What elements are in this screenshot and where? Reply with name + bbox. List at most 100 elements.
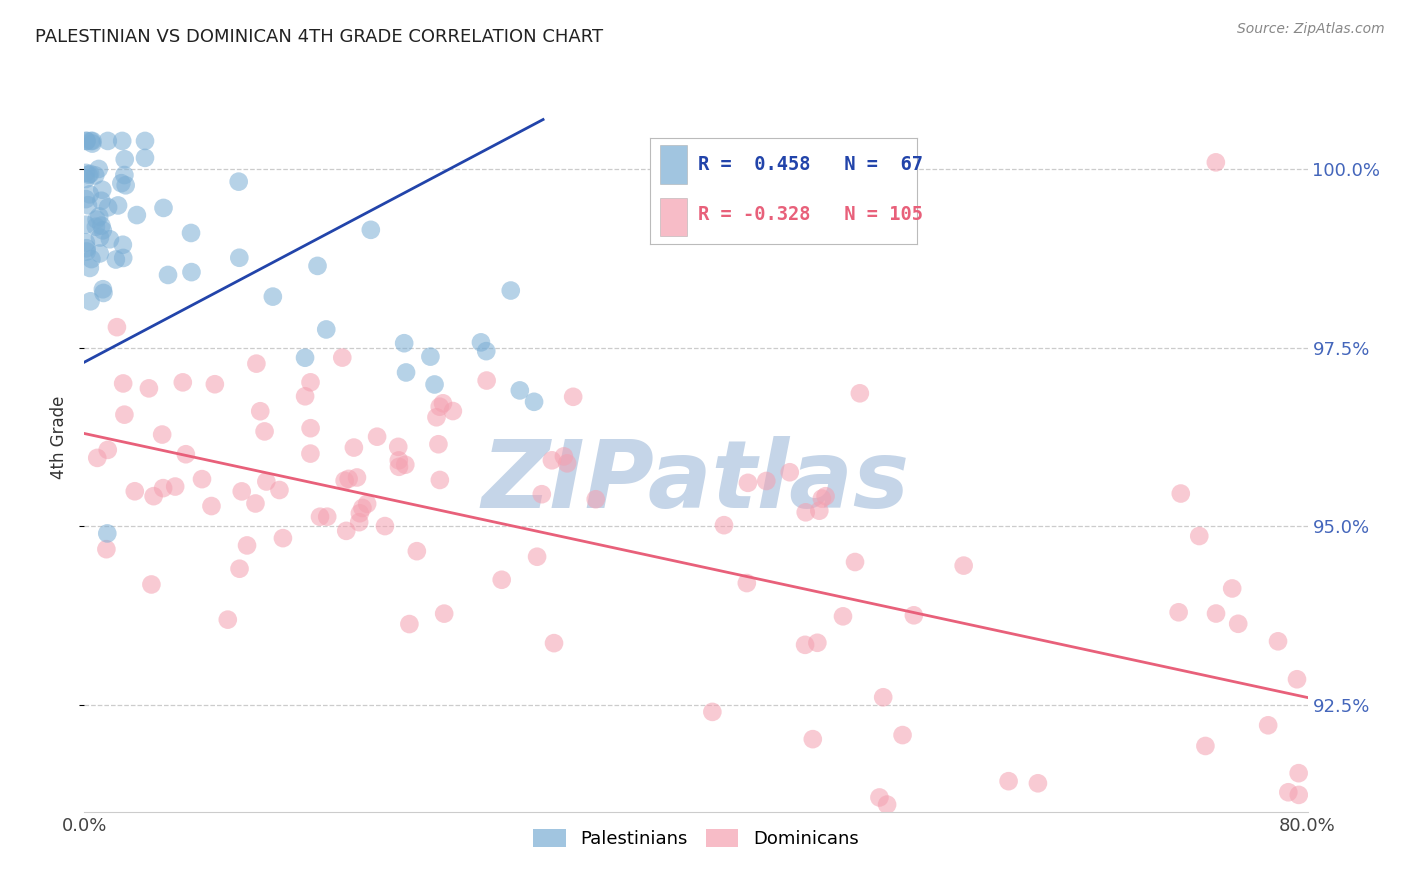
Point bbox=[86, 212, 108, 227]
Point bbox=[269, 483, 291, 497]
Point bbox=[75, 235, 97, 250]
Point bbox=[806, 636, 828, 650]
Point bbox=[794, 505, 817, 519]
Point bbox=[735, 576, 758, 591]
Point bbox=[541, 453, 564, 467]
Point bbox=[530, 487, 553, 501]
Point bbox=[150, 427, 173, 442]
Point bbox=[89, 210, 111, 224]
Point bbox=[112, 376, 135, 391]
Point bbox=[97, 442, 120, 457]
Point bbox=[77, 168, 100, 182]
Point bbox=[475, 344, 498, 359]
Point bbox=[349, 506, 371, 520]
Point bbox=[811, 491, 834, 506]
Point bbox=[316, 509, 339, 524]
Point bbox=[134, 134, 156, 148]
Point bbox=[82, 134, 104, 148]
Point bbox=[429, 473, 451, 487]
Text: PALESTINIAN VS DOMINICAN 4TH GRADE CORRELATION CHART: PALESTINIAN VS DOMINICAN 4TH GRADE CORRE… bbox=[35, 28, 603, 45]
Point bbox=[523, 394, 546, 409]
Point bbox=[90, 219, 112, 233]
Point bbox=[1277, 785, 1299, 799]
Point bbox=[89, 230, 111, 244]
Point bbox=[75, 192, 97, 206]
Point bbox=[165, 479, 187, 493]
Point bbox=[294, 389, 316, 403]
Point bbox=[891, 728, 914, 742]
Point bbox=[555, 456, 578, 470]
Point bbox=[585, 492, 607, 507]
Point bbox=[112, 168, 135, 182]
Point bbox=[299, 421, 322, 435]
Point bbox=[1288, 766, 1310, 780]
Text: ZIPatlas: ZIPatlas bbox=[482, 436, 910, 528]
Point bbox=[1205, 155, 1227, 169]
Point bbox=[191, 472, 214, 486]
Point bbox=[429, 400, 451, 414]
Point bbox=[114, 153, 136, 167]
Point bbox=[141, 577, 163, 591]
Point bbox=[112, 251, 135, 265]
Point bbox=[111, 134, 134, 148]
Point bbox=[75, 134, 97, 148]
Point bbox=[79, 167, 101, 181]
Point bbox=[441, 404, 464, 418]
Point bbox=[392, 336, 415, 351]
Point bbox=[543, 636, 565, 650]
Point bbox=[76, 134, 98, 148]
Point bbox=[1227, 616, 1250, 631]
Point bbox=[111, 237, 134, 252]
Point bbox=[553, 450, 575, 464]
Point bbox=[374, 519, 396, 533]
Point bbox=[808, 504, 831, 518]
Point bbox=[75, 166, 97, 180]
Point bbox=[80, 134, 103, 148]
Point bbox=[1167, 605, 1189, 619]
Point bbox=[1205, 607, 1227, 621]
Point bbox=[335, 524, 357, 538]
Point bbox=[337, 472, 360, 486]
Point bbox=[470, 335, 492, 350]
Point bbox=[491, 573, 513, 587]
Point bbox=[180, 226, 202, 240]
Point bbox=[89, 246, 111, 260]
Point bbox=[249, 404, 271, 418]
Text: R = -0.328   N = 105: R = -0.328 N = 105 bbox=[697, 205, 922, 224]
Point bbox=[84, 219, 107, 234]
Point bbox=[152, 201, 174, 215]
Point bbox=[96, 526, 118, 541]
Bar bbox=[661, 197, 688, 235]
Point bbox=[79, 187, 101, 202]
Point bbox=[86, 450, 108, 465]
Point bbox=[794, 638, 817, 652]
Point bbox=[157, 268, 180, 282]
Point bbox=[172, 376, 194, 390]
Point bbox=[844, 555, 866, 569]
Point bbox=[107, 198, 129, 212]
Bar bbox=[661, 145, 688, 184]
Point bbox=[475, 374, 498, 388]
Point bbox=[346, 470, 368, 484]
Point bbox=[425, 410, 447, 425]
Point bbox=[245, 357, 267, 371]
Point bbox=[87, 161, 110, 176]
Point bbox=[228, 175, 250, 189]
Point bbox=[82, 136, 104, 151]
Point bbox=[388, 459, 411, 474]
Point bbox=[236, 538, 259, 552]
Text: R =  0.458   N =  67: R = 0.458 N = 67 bbox=[697, 155, 922, 174]
Text: Source: ZipAtlas.com: Source: ZipAtlas.com bbox=[1237, 22, 1385, 37]
Point bbox=[254, 475, 277, 489]
Point bbox=[307, 259, 329, 273]
Point bbox=[91, 282, 114, 296]
Point bbox=[343, 441, 366, 455]
Point bbox=[849, 386, 872, 401]
Point bbox=[76, 244, 98, 259]
Point bbox=[80, 252, 103, 266]
Point bbox=[869, 790, 891, 805]
Point bbox=[1257, 718, 1279, 732]
Point bbox=[997, 774, 1019, 789]
Point bbox=[872, 690, 894, 705]
Point bbox=[77, 198, 100, 212]
